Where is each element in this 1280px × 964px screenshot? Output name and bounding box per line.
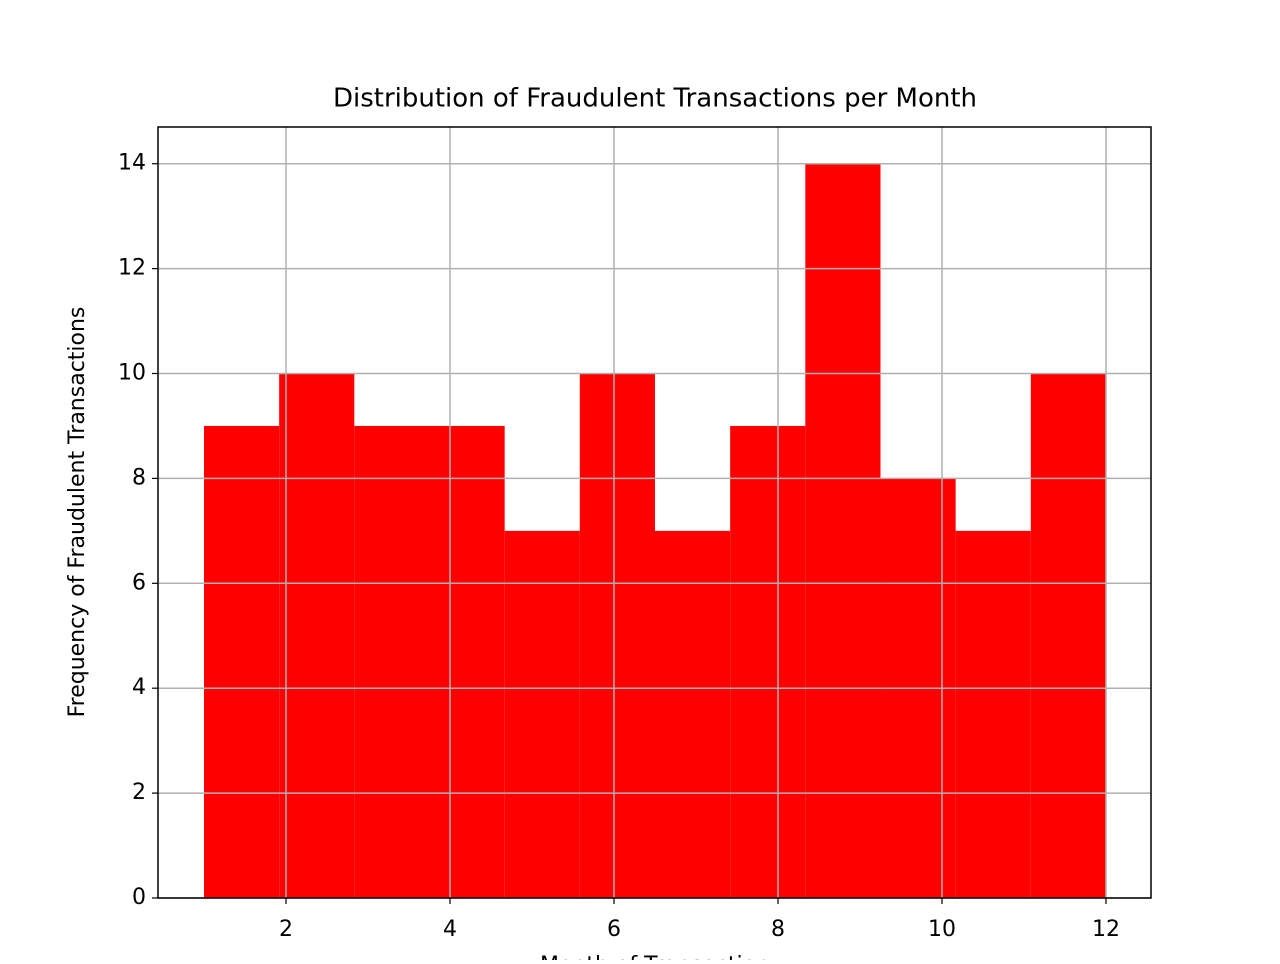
bar: [730, 425, 806, 898]
y-tick-label: 12: [118, 256, 146, 281]
x-tick-label: 2: [279, 917, 293, 942]
bar: [805, 163, 881, 898]
y-tick-label: 6: [132, 570, 146, 595]
x-tick-label: 10: [928, 917, 956, 942]
bar: [654, 530, 731, 898]
bar: [354, 425, 430, 898]
x-tick-label: 4: [443, 917, 457, 942]
x-tick-label: 12: [1092, 917, 1120, 942]
bar: [429, 425, 505, 898]
y-tick-label: 10: [118, 361, 146, 386]
y-tick-label: 0: [132, 885, 146, 910]
bar: [579, 373, 655, 898]
x-tick-label: 8: [771, 917, 785, 942]
bar: [279, 373, 355, 898]
x-tick-label: 6: [607, 917, 621, 942]
bar: [204, 425, 280, 898]
y-tick-label: 2: [132, 780, 146, 805]
bar: [1030, 373, 1106, 898]
chart-title: Distribution of Fraudulent Transactions …: [333, 84, 977, 114]
y-tick-label: 14: [118, 151, 146, 176]
y-axis-label: Frequency of Fraudulent Transactions: [65, 307, 90, 718]
y-tick-label: 8: [132, 465, 146, 490]
y-tick-label: 4: [132, 675, 146, 700]
plot-frame: [157, 126, 1152, 899]
x-axis-label: Month of Transaction: [540, 953, 770, 960]
bar: [955, 530, 1031, 898]
bar: [504, 530, 580, 898]
